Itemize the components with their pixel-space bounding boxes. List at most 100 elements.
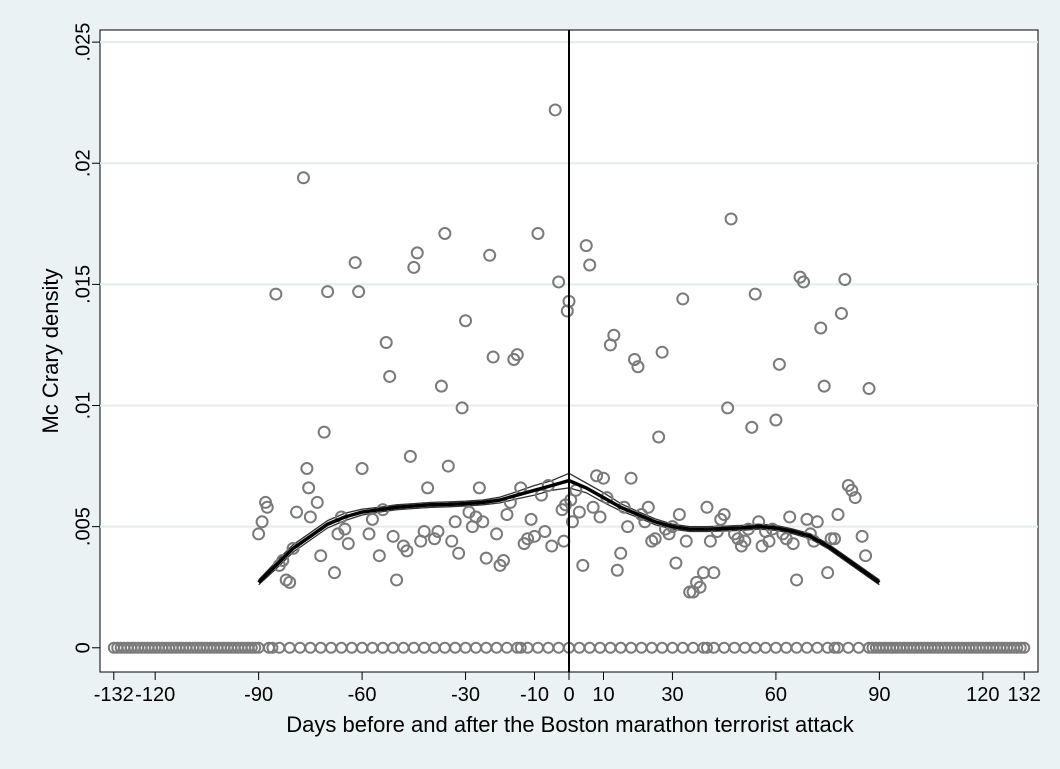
x-tick-label: -10 — [520, 684, 549, 706]
data-point — [738, 534, 752, 548]
data-point — [710, 524, 724, 538]
data-point — [821, 566, 835, 580]
data-point — [828, 532, 842, 546]
data-point — [1011, 641, 1024, 654]
data-point — [459, 314, 473, 328]
data-point — [548, 103, 562, 117]
data-point — [700, 641, 713, 654]
data-point — [448, 515, 462, 529]
data-point — [338, 522, 352, 536]
data-point — [249, 641, 262, 654]
data-point — [483, 248, 497, 262]
fit-line — [568, 478, 881, 584]
data-point — [748, 287, 762, 301]
data-point — [252, 527, 266, 541]
x-tick-label: -60 — [348, 684, 377, 706]
data-point — [838, 273, 852, 287]
data-point — [524, 512, 538, 526]
data-point — [328, 566, 341, 580]
data-point — [762, 534, 776, 548]
y-tick-label: 0 — [72, 642, 94, 653]
data-point — [510, 348, 524, 362]
data-point — [410, 246, 424, 260]
data-point — [576, 558, 590, 572]
data-point — [266, 641, 279, 654]
data-point — [496, 554, 510, 568]
data-point — [834, 306, 848, 320]
data-point — [372, 549, 386, 563]
data-point — [717, 508, 731, 522]
data-point — [783, 510, 797, 524]
data-point — [662, 527, 676, 541]
data-point — [379, 336, 393, 350]
data-point — [655, 345, 669, 359]
data-point — [490, 527, 504, 541]
data-point — [352, 285, 366, 299]
data-point — [355, 461, 369, 475]
data-point — [269, 287, 283, 301]
data-point — [290, 505, 304, 519]
data-point — [348, 256, 362, 270]
data-point — [721, 401, 735, 415]
data-point — [390, 573, 404, 587]
data-point — [300, 461, 314, 475]
data-point — [514, 641, 527, 654]
data-point — [479, 551, 493, 565]
data-point — [417, 524, 431, 538]
x-axis: -132 -120 -90 -60 -30 -10 0 10 30 60 90 120 132 — [94, 672, 1041, 706]
x-tick-label: 90 — [868, 684, 890, 706]
data-point — [648, 532, 662, 546]
data-point — [848, 491, 862, 505]
data-point — [845, 483, 859, 497]
data-point — [1014, 641, 1027, 654]
data-point — [590, 469, 604, 483]
data-point — [403, 449, 417, 463]
data-point — [797, 275, 810, 289]
fit-lines — [257, 478, 881, 584]
data-point — [276, 554, 290, 568]
data-point — [452, 546, 466, 560]
data-point — [286, 541, 300, 555]
data-point — [828, 641, 841, 654]
data-point — [565, 515, 579, 529]
data-point — [831, 508, 845, 522]
data-point — [476, 515, 490, 529]
data-point — [614, 546, 628, 560]
data-point — [531, 227, 545, 241]
data-point — [255, 515, 269, 529]
data-point — [596, 471, 610, 485]
data-point — [407, 260, 421, 274]
data-point — [817, 379, 831, 393]
data-point — [383, 369, 397, 383]
data-point — [552, 275, 566, 289]
data-point — [472, 481, 486, 495]
data-point — [772, 357, 786, 371]
data-point — [679, 534, 693, 548]
data-point — [500, 508, 514, 522]
data-point — [628, 352, 642, 366]
x-tick-label: 60 — [765, 684, 787, 706]
x-tick-label: 132 — [1008, 684, 1041, 706]
data-point — [583, 258, 597, 272]
data-point — [521, 532, 535, 546]
data-point — [283, 575, 297, 589]
data-point — [745, 420, 759, 434]
data-point — [572, 505, 586, 519]
y-tick-label: .025 — [72, 23, 94, 62]
data-point — [296, 171, 310, 185]
data-point — [245, 641, 258, 654]
data-point — [610, 563, 624, 577]
y-tick-label: .02 — [72, 149, 94, 177]
y-axis-title: Mc Crary density — [38, 268, 63, 433]
x-axis-title: Days before and after the Boston maratho… — [286, 712, 854, 737]
data-point — [302, 481, 316, 495]
data-point — [631, 360, 645, 374]
data-point — [538, 524, 552, 538]
data-point — [814, 321, 828, 335]
x-tick-label: 120 — [966, 684, 999, 706]
data-point — [434, 379, 448, 393]
data-point — [321, 285, 335, 299]
data-point — [400, 544, 414, 558]
y-tick-label: .005 — [72, 507, 94, 546]
data-point — [365, 512, 379, 526]
